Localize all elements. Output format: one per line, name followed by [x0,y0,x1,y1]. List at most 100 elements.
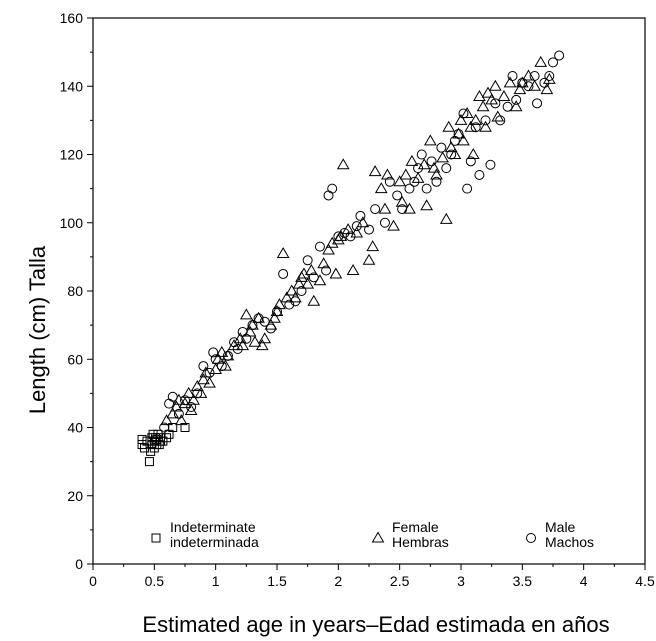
data-point-square [162,433,172,443]
data-point-circle [539,77,550,88]
data-point-triangle [423,134,437,146]
x-tick-label: 0 [89,573,97,589]
data-point-circle [397,204,408,215]
data-point-triangle [219,359,232,371]
data-point-triangle [174,414,188,426]
data-point-triangle [393,175,407,187]
data-point-triangle [395,195,409,207]
data-point-circle [370,204,381,215]
legend-marker-circle [526,533,536,543]
data-point-triangle [307,294,321,306]
data-point-circle [204,367,215,378]
data-point-circle [364,224,374,235]
data-point-triangle [473,89,486,101]
legend-label: Female [392,519,439,535]
x-tick-label: 3 [457,573,465,589]
data-point-circle [485,159,496,170]
data-point-triangle [420,199,434,211]
data-point-triangle [378,202,392,214]
data-point-circle [278,268,289,279]
data-point-triangle [444,141,458,153]
data-point-triangle [166,407,180,419]
data-point-circle [253,313,264,324]
x-tick-label: 1 [212,573,220,589]
data-point-triangle [399,168,413,180]
data-point-triangle [464,120,478,132]
y-tick-label: 40 [67,420,83,436]
data-point-circle [517,77,528,88]
legend-label: indeterminada [170,534,259,550]
data-point-circle [436,142,447,153]
data-point-triangle [454,113,468,125]
data-point-triangle [203,376,216,388]
data-point-circle [327,183,338,194]
data-point-triangle [350,226,364,238]
data-point-triangle [503,76,517,88]
data-point-circle [290,296,301,307]
data-point-circle [532,98,543,109]
legend-marker-triangle [371,531,385,543]
data-point-triangle [540,83,554,95]
data-point-triangle [292,277,306,289]
data-point-circle [272,306,282,317]
data-point-circle [186,402,197,413]
data-point-square [153,429,163,439]
data-point-circle [502,101,513,112]
data-point-circle [507,71,518,82]
data-point-square [137,434,147,444]
data-point-circle [421,183,432,194]
data-point-triangle [178,397,192,409]
data-point-circle [441,163,452,174]
data-point-circle [495,115,506,126]
data-point-triangle [417,158,431,170]
data-point-circle [216,361,227,372]
data-point-circle [159,422,170,433]
data-point-triangle [488,79,502,91]
plot-frame [92,17,646,565]
data-point-circle [198,361,209,372]
data-point-triangle [268,311,281,323]
data-point-circle [321,265,332,276]
data-point-triangle [285,284,299,296]
y-tick-label: 20 [67,488,83,504]
data-point-triangle [368,165,382,177]
data-point-circle [384,176,395,187]
data-point-circle [164,398,175,409]
data-point-triangle [187,393,200,405]
data-point-triangle [479,120,492,132]
data-point-square [180,423,190,432]
data-point-triangle [497,89,511,101]
data-point-circle [474,169,485,180]
data-point-square [144,457,154,467]
x-tick-label: 4.5 [635,573,655,589]
data-point-triangle [427,161,441,173]
data-point-triangle [430,168,443,180]
data-point-triangle [442,120,456,132]
data-point-triangle [513,83,527,95]
data-point-square [142,436,152,446]
data-point-circle [351,221,362,232]
series-square [137,423,190,467]
data-point-triangle [197,373,210,385]
data-point-circle [529,71,540,82]
data-point-triangle [448,148,462,159]
x-tick-label: 1.5 [267,573,287,589]
y-axis-ticks: 0 20 40 60 80 100 120 140 160 [60,10,93,572]
y-tick-label: 160 [60,10,84,26]
data-point-circle [409,176,420,187]
data-point-circle [302,255,313,266]
data-point-triangle [170,400,183,412]
legend-marker-square [151,533,161,543]
y-tick-label: 60 [67,351,83,367]
y-tick-label: 80 [67,283,83,299]
axes [92,17,646,565]
data-point-triangle [233,332,247,344]
x-axis-title: Estimated age in years–Edad estimada en … [142,612,609,637]
data-point-circle [237,326,248,337]
data-point-circle [284,299,295,310]
data-point-circle [192,388,203,399]
series-triangle [160,55,556,426]
data-point-circle [339,227,350,238]
